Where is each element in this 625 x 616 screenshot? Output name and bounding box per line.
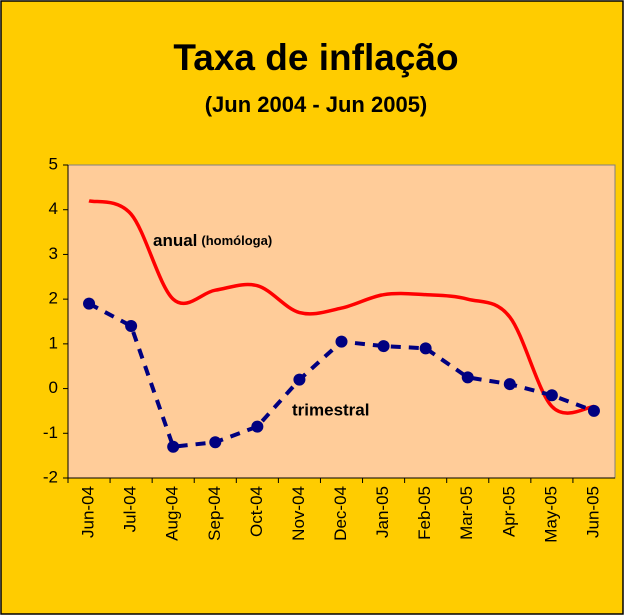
marker	[335, 335, 348, 348]
marker	[125, 319, 138, 332]
marker	[419, 342, 432, 355]
marker	[545, 389, 558, 402]
annotation: (homóloga)	[201, 233, 272, 248]
marker	[293, 373, 306, 386]
x-tick-label: Jun-05	[583, 486, 602, 538]
series-label: anual (homóloga)	[153, 231, 272, 250]
x-tick-label: Feb-05	[415, 486, 434, 540]
x-tick-label: Aug-04	[163, 486, 182, 541]
y-tick-label: 0	[49, 378, 58, 397]
marker	[503, 378, 516, 391]
series-label-trimestral: trimestral	[292, 400, 369, 419]
y-tick-label: 5	[49, 154, 58, 173]
x-tick-label: Jun-04	[79, 486, 98, 538]
x-tick-label: Apr-05	[499, 486, 518, 537]
y-tick-label: -1	[43, 423, 58, 442]
y-tick-label: 1	[49, 333, 58, 352]
marker	[587, 404, 600, 417]
x-tick-label: Sep-04	[205, 486, 224, 541]
plot-area	[67, 164, 616, 479]
y-tick-label: -2	[43, 467, 58, 486]
chart-subtitle: (Jun 2004 - Jun 2005)	[205, 92, 428, 117]
x-tick-label: Jan-05	[373, 486, 392, 538]
x-tick-label: Oct-04	[247, 486, 266, 537]
y-tick-label: 2	[49, 289, 58, 308]
x-tick-label: Dec-04	[331, 486, 350, 541]
line	[88, 199, 595, 415]
marker	[461, 371, 474, 384]
y-tick-label: 4	[49, 199, 58, 218]
y-tick-label: 3	[49, 244, 58, 263]
series-label-anual: anual	[153, 231, 197, 250]
x-tick-label: May-05	[541, 486, 560, 543]
marker	[83, 297, 96, 310]
x-tick-label: Nov-04	[289, 486, 308, 541]
chart-title: Taxa de inflação	[173, 37, 458, 78]
marker	[377, 340, 390, 353]
marker	[251, 420, 264, 433]
marker	[167, 440, 180, 453]
marker	[209, 436, 222, 449]
x-tick-label: Jul-04	[121, 486, 140, 532]
x-tick-label: Mar-05	[457, 486, 476, 540]
